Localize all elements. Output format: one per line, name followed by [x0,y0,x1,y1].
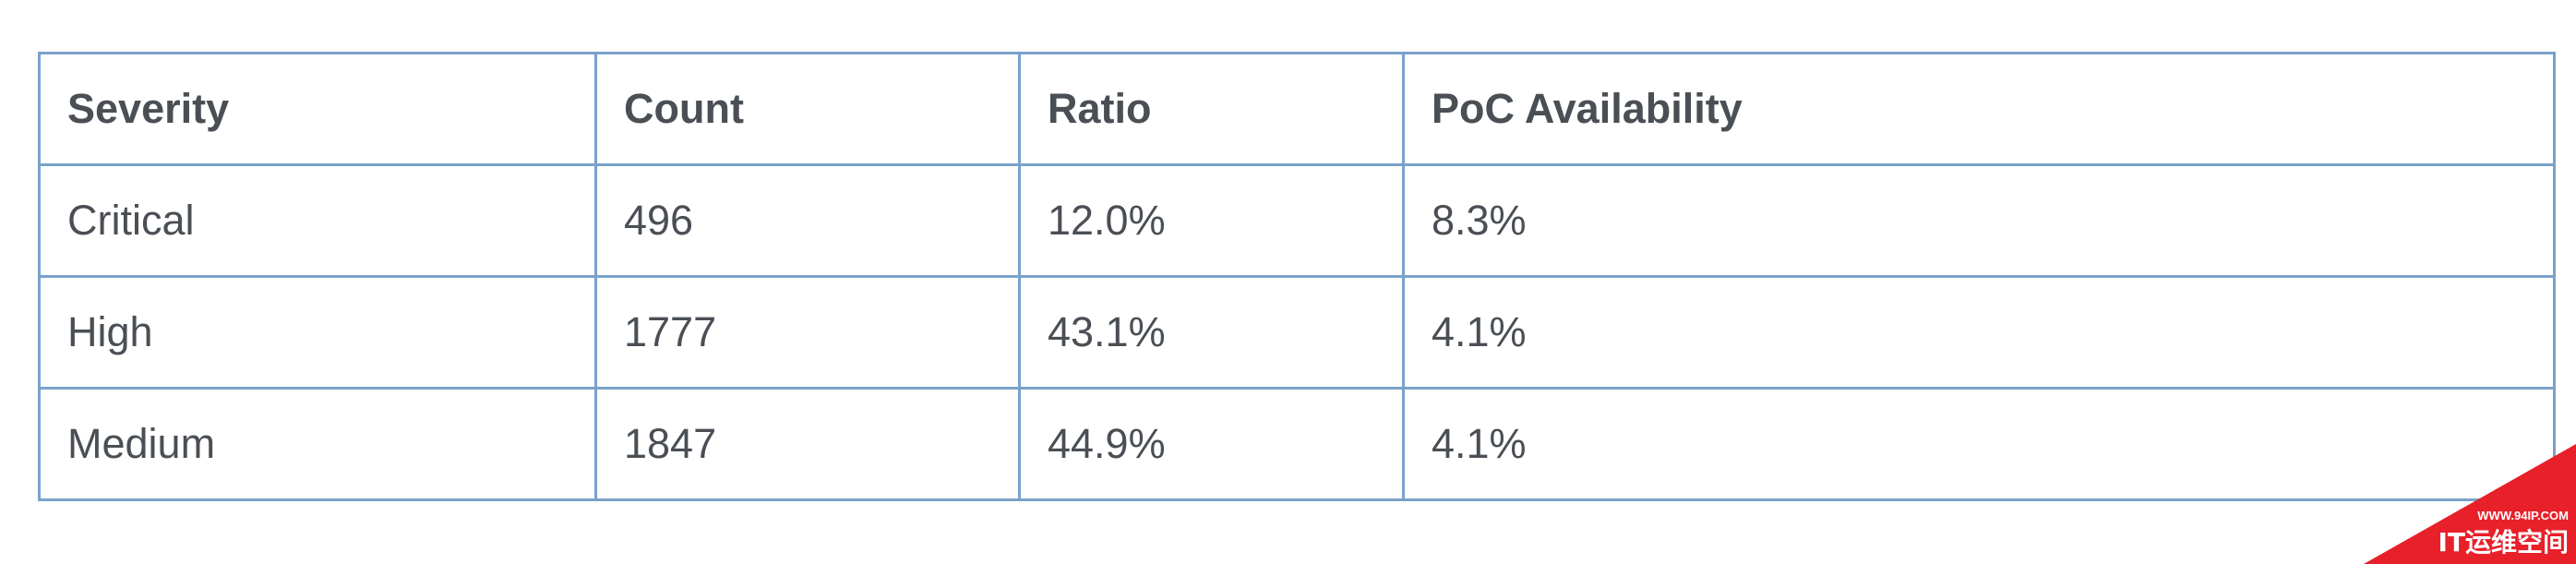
cell-severity: Medium [38,387,597,501]
cell-poc-availability: 4.1% [1402,275,2556,390]
table-row: Critical 496 12.0% 8.3% [38,163,2556,278]
severity-table: Severity Count Ratio PoC Availability Cr… [38,52,2556,501]
cell-count: 1777 [594,275,1021,390]
table-row: High 1777 43.1% 4.1% [38,275,2556,390]
watermark-triangle [2364,444,2576,564]
cell-poc-availability: 4.1% [1402,387,2556,501]
watermark-logo: WWW.94IP.COM IT运维空间 [2364,444,2576,564]
table-header-row: Severity Count Ratio PoC Availability [38,52,2556,166]
header-count: Count [594,52,1021,166]
watermark-site-text: WWW.94IP.COM [2477,509,2569,522]
header-poc-availability: PoC Availability [1402,52,2556,166]
cell-ratio: 12.0% [1018,163,1405,278]
cell-count: 1847 [594,387,1021,501]
severity-table-container: Severity Count Ratio PoC Availability Cr… [38,52,2556,501]
header-ratio: Ratio [1018,52,1405,166]
watermark-brand-text: IT运维空间 [2438,527,2569,558]
cell-ratio: 43.1% [1018,275,1405,390]
table-row: Medium 1847 44.9% 4.1% [38,387,2556,501]
cell-severity: Critical [38,163,597,278]
cell-count: 496 [594,163,1021,278]
cell-poc-availability: 8.3% [1402,163,2556,278]
header-severity: Severity [38,52,597,166]
cell-severity: High [38,275,597,390]
cell-ratio: 44.9% [1018,387,1405,501]
